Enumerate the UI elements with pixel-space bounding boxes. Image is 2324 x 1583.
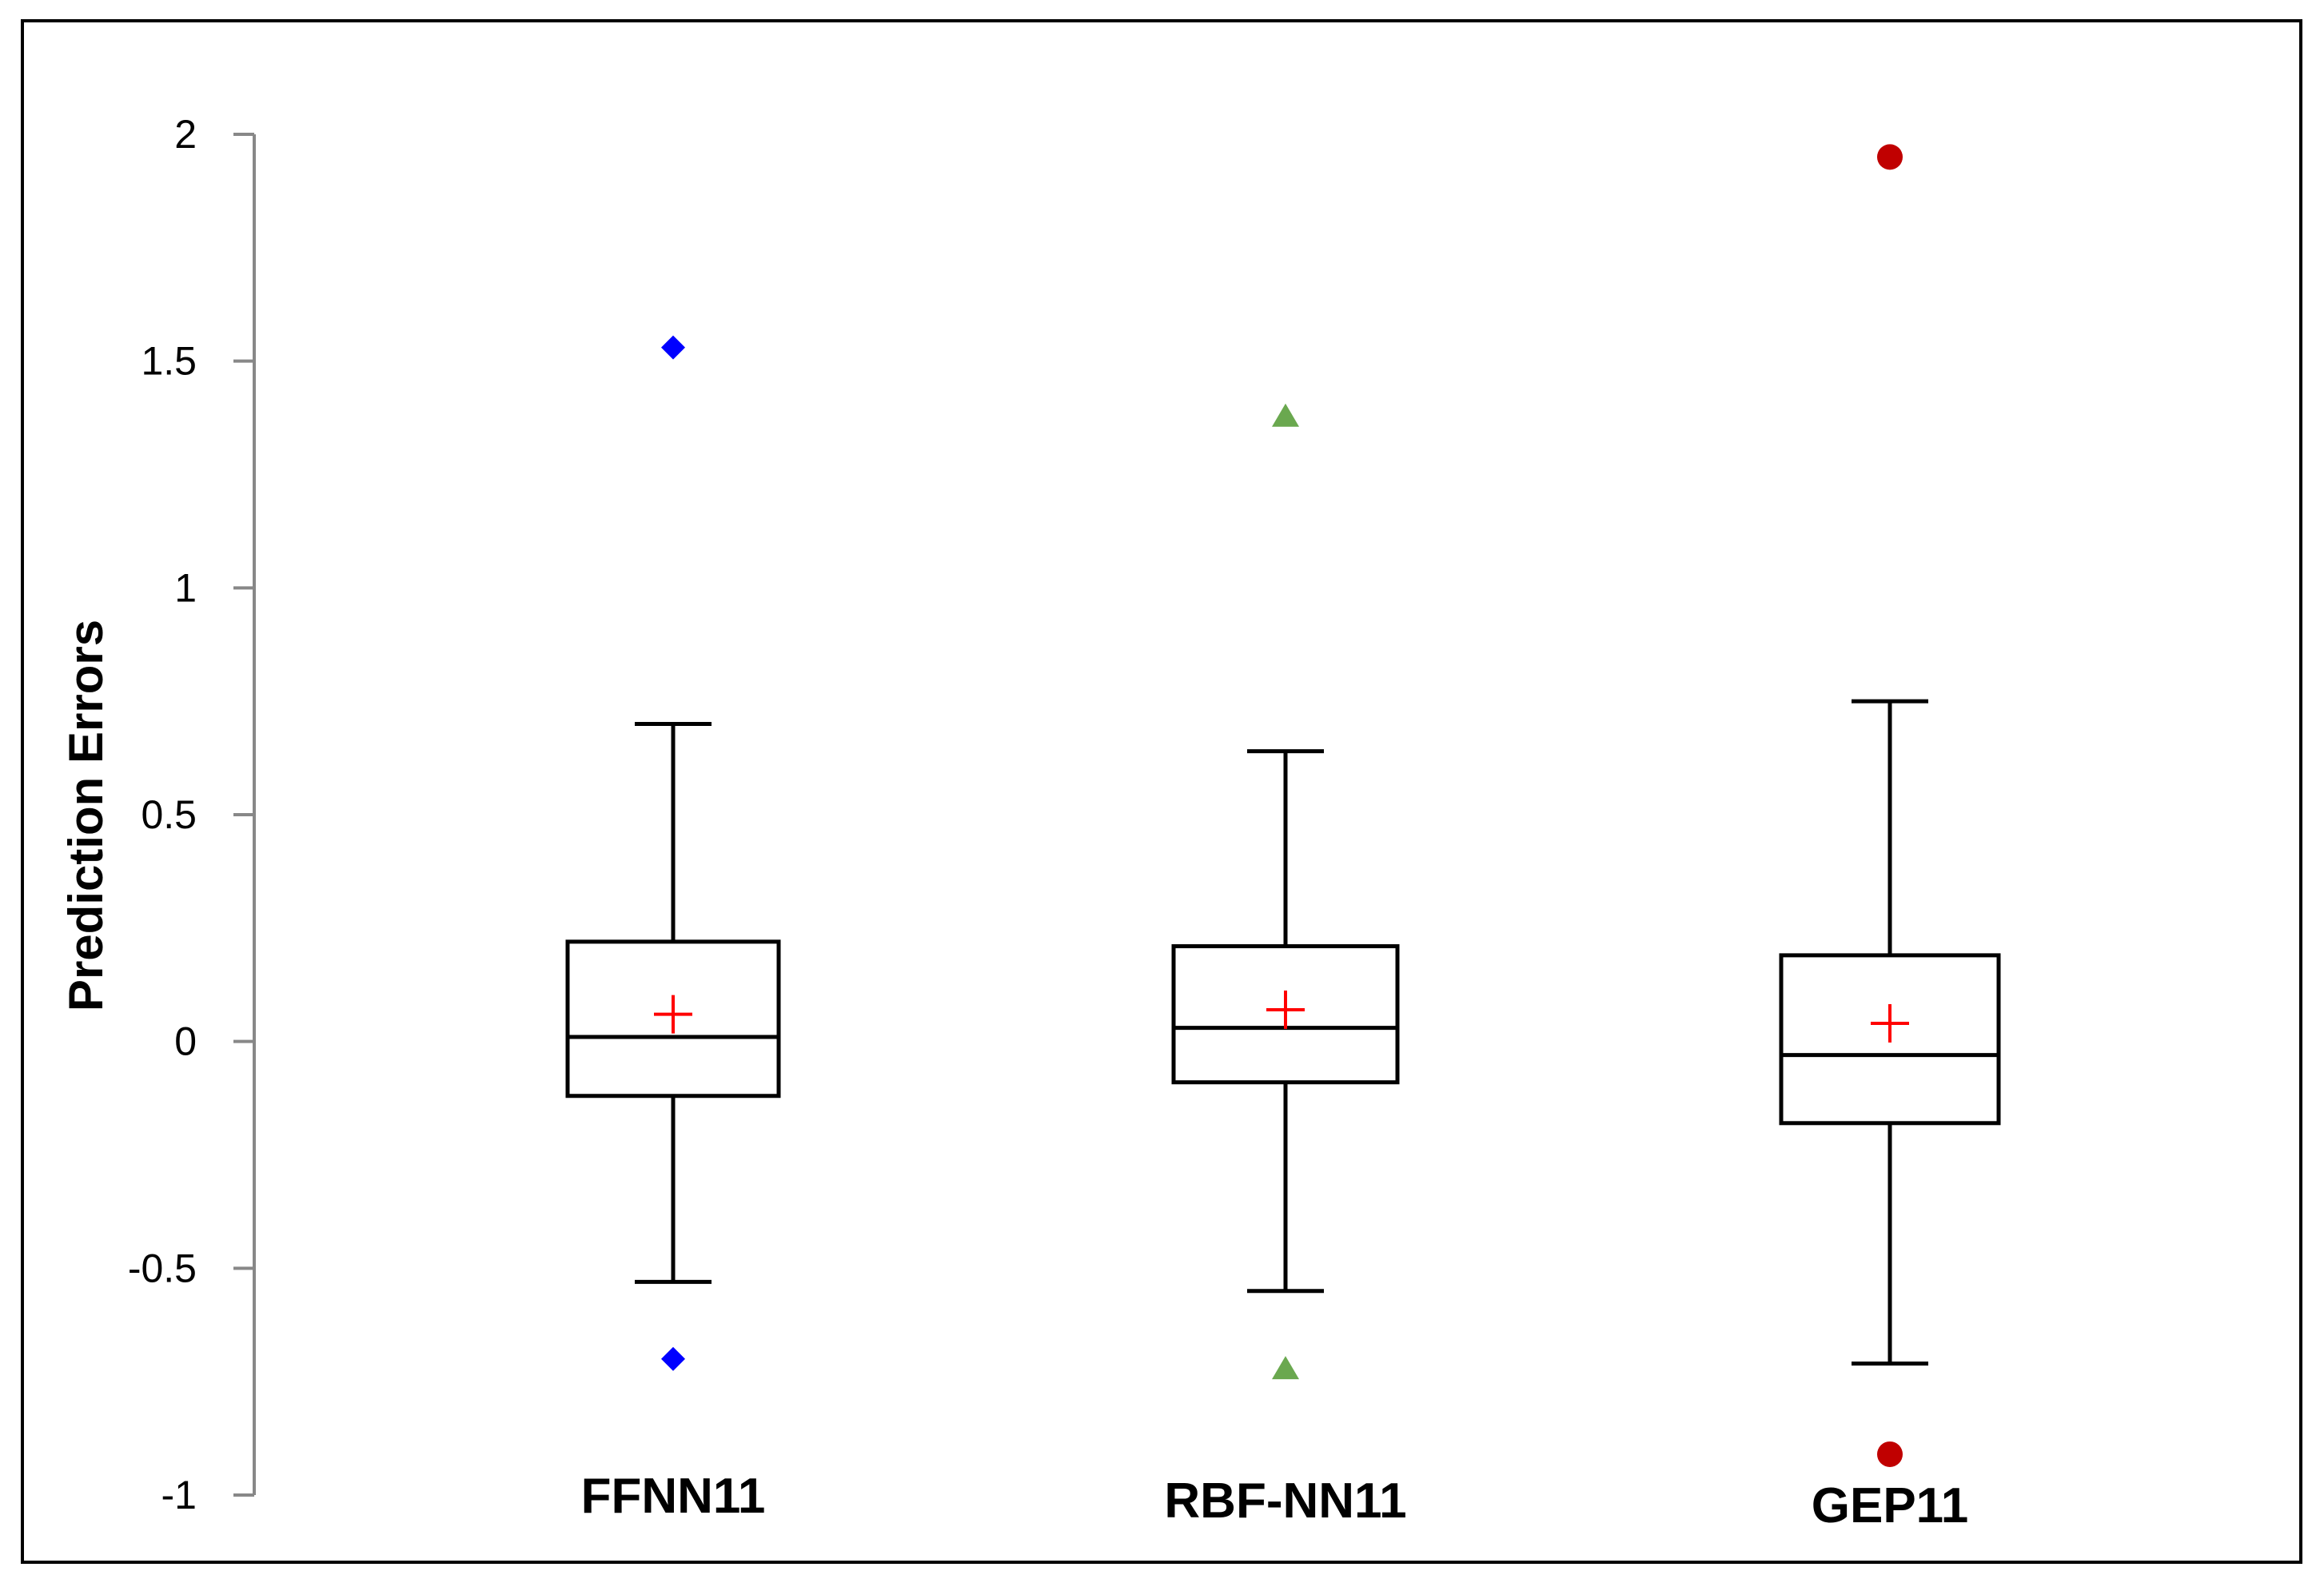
x-category-label: FFNN11 [581,1469,766,1524]
chart-border [21,19,2302,1564]
boxes [565,144,2001,1467]
y-tick-label: 0.5 [141,792,197,837]
outlier-point [661,335,685,360]
y-axis-title: Prediction Errors [59,620,113,1011]
x-category-label: RBF-NN11 [1164,1473,1406,1529]
outlier-point [1272,1356,1299,1380]
y-tick-label: 1 [174,565,197,610]
y-axis: -1 -0.5 0 0.5 1 1.5 2 [128,112,256,1517]
y-tick-label: 0 [174,1019,197,1064]
outlier-point [1877,144,1903,170]
box-body [1779,953,2001,1126]
box-ffnn11 [565,335,781,1371]
box-gep11 [1779,144,2001,1467]
x-category-label: GEP11 [1812,1478,1968,1533]
outlier-point [1877,1441,1903,1467]
y-tick-label: -1 [161,1473,197,1517]
box-rbf-nn11 [1171,403,1400,1380]
category-labels: FFNN11 RBF-NN11 GEP11 [581,1469,1969,1533]
outlier-point [661,1346,685,1371]
y-tick-label: 1.5 [141,339,197,384]
y-tick-label: -0.5 [128,1246,197,1290]
y-tick-label: 2 [174,112,197,157]
outlier-point [1272,403,1299,427]
